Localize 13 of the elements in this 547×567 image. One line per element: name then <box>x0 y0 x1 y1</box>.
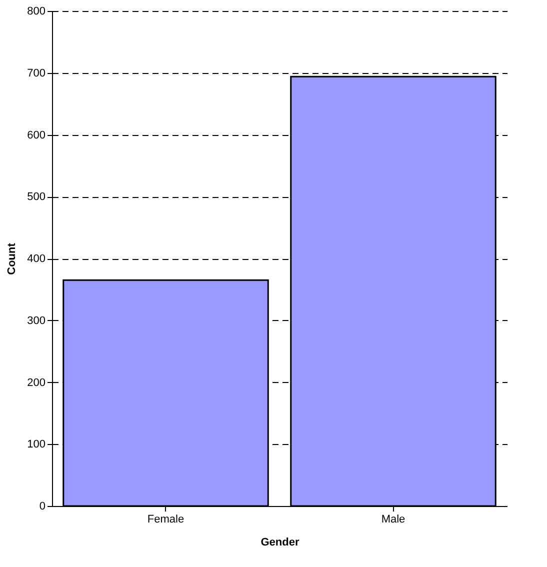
y-tick-label: 200 <box>27 376 46 389</box>
y-tick-label: 100 <box>27 438 46 451</box>
x-axis-title: Gender <box>260 536 300 548</box>
y-tick-label: 500 <box>27 191 46 204</box>
y-tick-label: 600 <box>27 129 46 142</box>
y-axis-title: Count <box>6 242 18 275</box>
y-tick-label: 300 <box>27 314 46 327</box>
x-tick-label: Female <box>147 514 184 526</box>
y-tick-label: 400 <box>27 253 46 265</box>
y-tick-label: 700 <box>27 67 46 80</box>
y-tick-label: 0 <box>39 500 46 512</box>
x-tick-label: Male <box>381 514 406 526</box>
y-tick-label: 800 <box>27 6 46 18</box>
